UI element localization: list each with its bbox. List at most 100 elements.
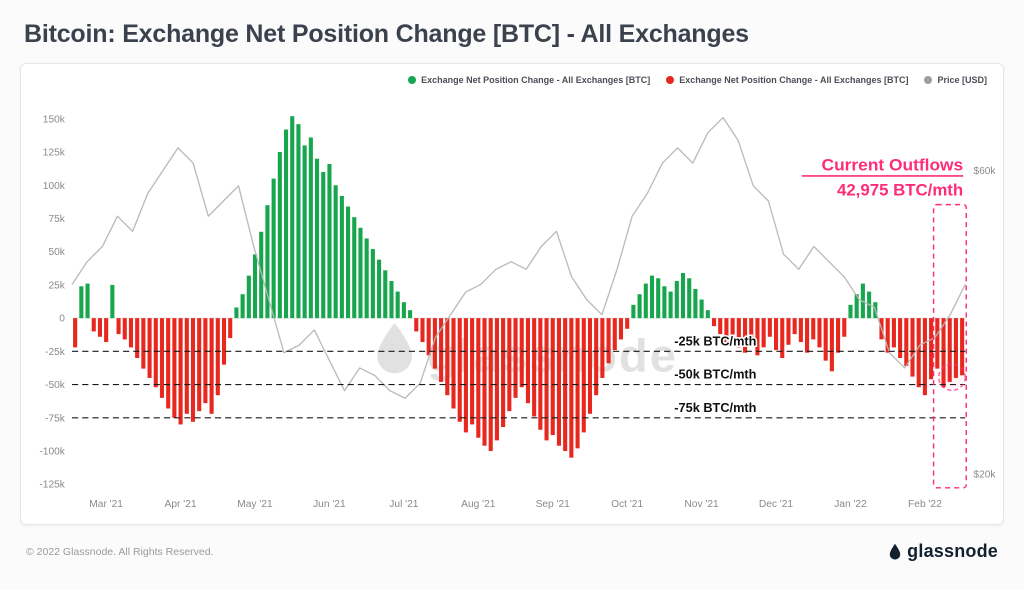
bar: [333, 185, 338, 319]
bar: [97, 318, 102, 337]
bar: [854, 294, 859, 319]
brand-text: glassnode: [907, 541, 998, 561]
bar: [85, 283, 90, 319]
bar: [836, 318, 841, 353]
bar: [513, 318, 518, 398]
bar: [575, 318, 580, 449]
bar: [116, 318, 121, 335]
bar: [904, 318, 909, 366]
bar: [408, 310, 413, 319]
bar: [817, 318, 822, 348]
bar: [742, 318, 748, 353]
bar: [290, 116, 295, 319]
bar: [346, 206, 351, 319]
bar: [705, 310, 710, 319]
bar: [538, 318, 543, 430]
y-axis-left-tick: -50k: [45, 380, 66, 391]
bar: [314, 158, 320, 319]
y-axis-left-tick: -125k: [39, 480, 65, 491]
bar: [749, 318, 754, 343]
bar: [426, 318, 431, 356]
bar: [693, 288, 698, 319]
bar: [581, 318, 586, 433]
current-outflows-highlight-box: [932, 203, 967, 489]
reference-line-label: -25k BTC/mth: [674, 334, 756, 348]
y-axis-left-tick: -25k: [45, 347, 66, 358]
bar: [73, 318, 78, 348]
bar: [612, 318, 617, 351]
bar: [922, 318, 927, 396]
bar: [668, 291, 673, 319]
bar: [947, 318, 952, 382]
bar: [197, 318, 202, 412]
bar: [296, 124, 301, 319]
bar: [885, 318, 890, 353]
bar: [755, 318, 760, 356]
bar: [724, 318, 729, 343]
x-axis-tick: Dec '21: [759, 499, 794, 510]
bar: [805, 318, 810, 353]
bar: [147, 318, 152, 378]
footer-copyright: © 2022 Glassnode. All Rights Reserved.: [26, 545, 214, 558]
chart-canvas[interactable]: glassnode-25k BTC/mth-50k BTC/mth-75k BT…: [21, 64, 1003, 524]
bar: [507, 318, 512, 412]
legend-swatch-green-icon: [408, 76, 417, 84]
bar: [736, 318, 741, 348]
bar: [370, 249, 375, 319]
x-axis-tick: Apr '21: [165, 499, 197, 510]
reference-line-label: -50k BTC/mth: [674, 368, 756, 382]
bar: [687, 278, 692, 319]
bar: [395, 291, 400, 319]
bar: [203, 318, 208, 404]
bar: [153, 318, 158, 388]
droplet-icon: [889, 543, 901, 560]
bar: [308, 137, 313, 319]
bar: [159, 318, 165, 398]
legend-swatch-red-icon: [666, 76, 675, 84]
y-axis-left-tick: 150k: [43, 114, 66, 125]
bar: [525, 318, 530, 404]
current-outflows-annotation: Current Outflows 42,975 BTC/mth: [801, 155, 967, 489]
bar: [122, 318, 127, 340]
bar: [439, 318, 444, 382]
bar: [110, 284, 115, 319]
bar: [432, 318, 437, 369]
x-axis-tick: Oct '21: [611, 499, 643, 510]
bar: [761, 318, 766, 348]
page-title: Bitcoin: Exchange Net Position Change [B…: [24, 20, 749, 48]
legend-label: Price [USD]: [937, 75, 987, 85]
bar: [377, 259, 382, 319]
bar: [414, 318, 419, 332]
bar: [773, 318, 779, 351]
bar: [662, 286, 667, 319]
legend-item-price[interactable]: Price [USD]: [924, 75, 987, 85]
bar: [209, 318, 214, 414]
bar: [246, 275, 251, 319]
bar: [941, 318, 946, 388]
bar: [910, 318, 915, 377]
bar: [221, 318, 227, 365]
bar: [587, 318, 593, 414]
bar: [383, 270, 388, 319]
bar: [358, 227, 363, 319]
bar: [445, 318, 450, 396]
bar: [463, 318, 468, 433]
bar: [823, 318, 828, 361]
bar: [501, 318, 506, 428]
bar: [674, 280, 679, 319]
bar: [283, 129, 289, 319]
bar: [457, 318, 462, 422]
reference-line-label: -75k BTC/mth: [674, 401, 756, 415]
bar: [327, 164, 332, 319]
bar: [401, 302, 406, 319]
y-axis-left-tick: 50k: [48, 247, 65, 258]
legend-item-inflow[interactable]: Exchange Net Position Change - All Excha…: [408, 75, 650, 85]
bar: [929, 318, 934, 380]
bar: [637, 294, 642, 319]
bar: [891, 318, 896, 348]
bar: [184, 318, 189, 414]
bar: [451, 318, 456, 409]
bar: [104, 318, 109, 343]
legend-item-outflow[interactable]: Exchange Net Position Change - All Excha…: [666, 75, 908, 85]
